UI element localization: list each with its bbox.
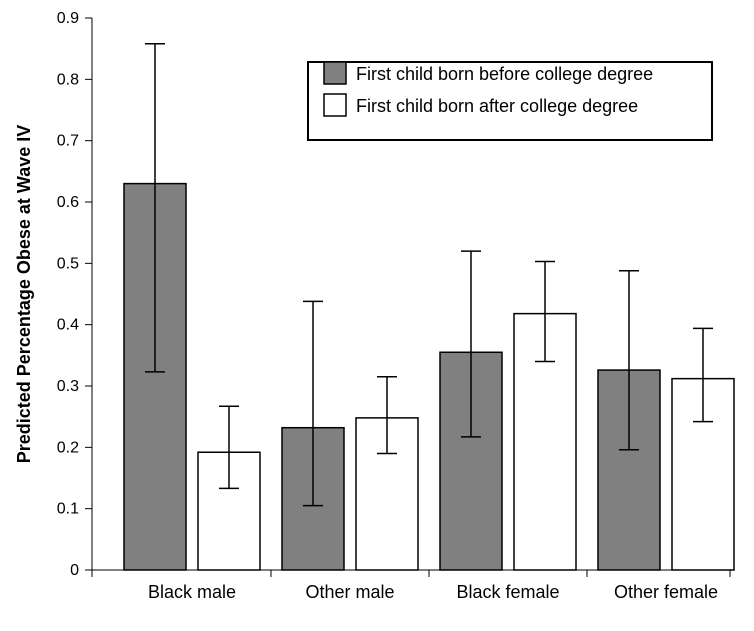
x-category-label: Black male: [148, 582, 236, 602]
y-tick-label: 0.5: [57, 255, 79, 272]
y-tick-label: 0.4: [57, 317, 79, 334]
y-tick-label: 0.6: [57, 194, 79, 211]
legend-swatch-before: [324, 62, 346, 84]
y-tick-label: 0.8: [57, 71, 79, 88]
chart-svg: 0 0.1 0.2 0.3 0.4 0.5 0.6 0.7 0.8 0.9 Predicted Pe…: [0, 0, 754, 631]
y-tick-label: 0.1: [57, 501, 79, 518]
y-tick-label: 0.7: [57, 133, 79, 150]
y-axis-label: Predicted Percentage Obese at Wave IV: [14, 125, 34, 463]
legend-swatch-after: [324, 94, 346, 116]
x-category-label: Other male: [305, 582, 394, 602]
x-category-label: Other female: [614, 582, 718, 602]
y-tick-label: 0.9: [57, 10, 79, 27]
legend-label-after: First child born after college degree: [356, 96, 638, 116]
y-tick-label: 0.3: [57, 378, 79, 395]
legend-label-before: First child born before college degree: [356, 64, 653, 84]
obesity-bar-chart: 0 0.1 0.2 0.3 0.4 0.5 0.6 0.7 0.8 0.9 Predicted Pe…: [0, 0, 754, 631]
y-tick-label: 0.2: [57, 439, 79, 456]
y-tick-label: 0: [70, 562, 79, 579]
x-category-label: Black female: [456, 582, 559, 602]
